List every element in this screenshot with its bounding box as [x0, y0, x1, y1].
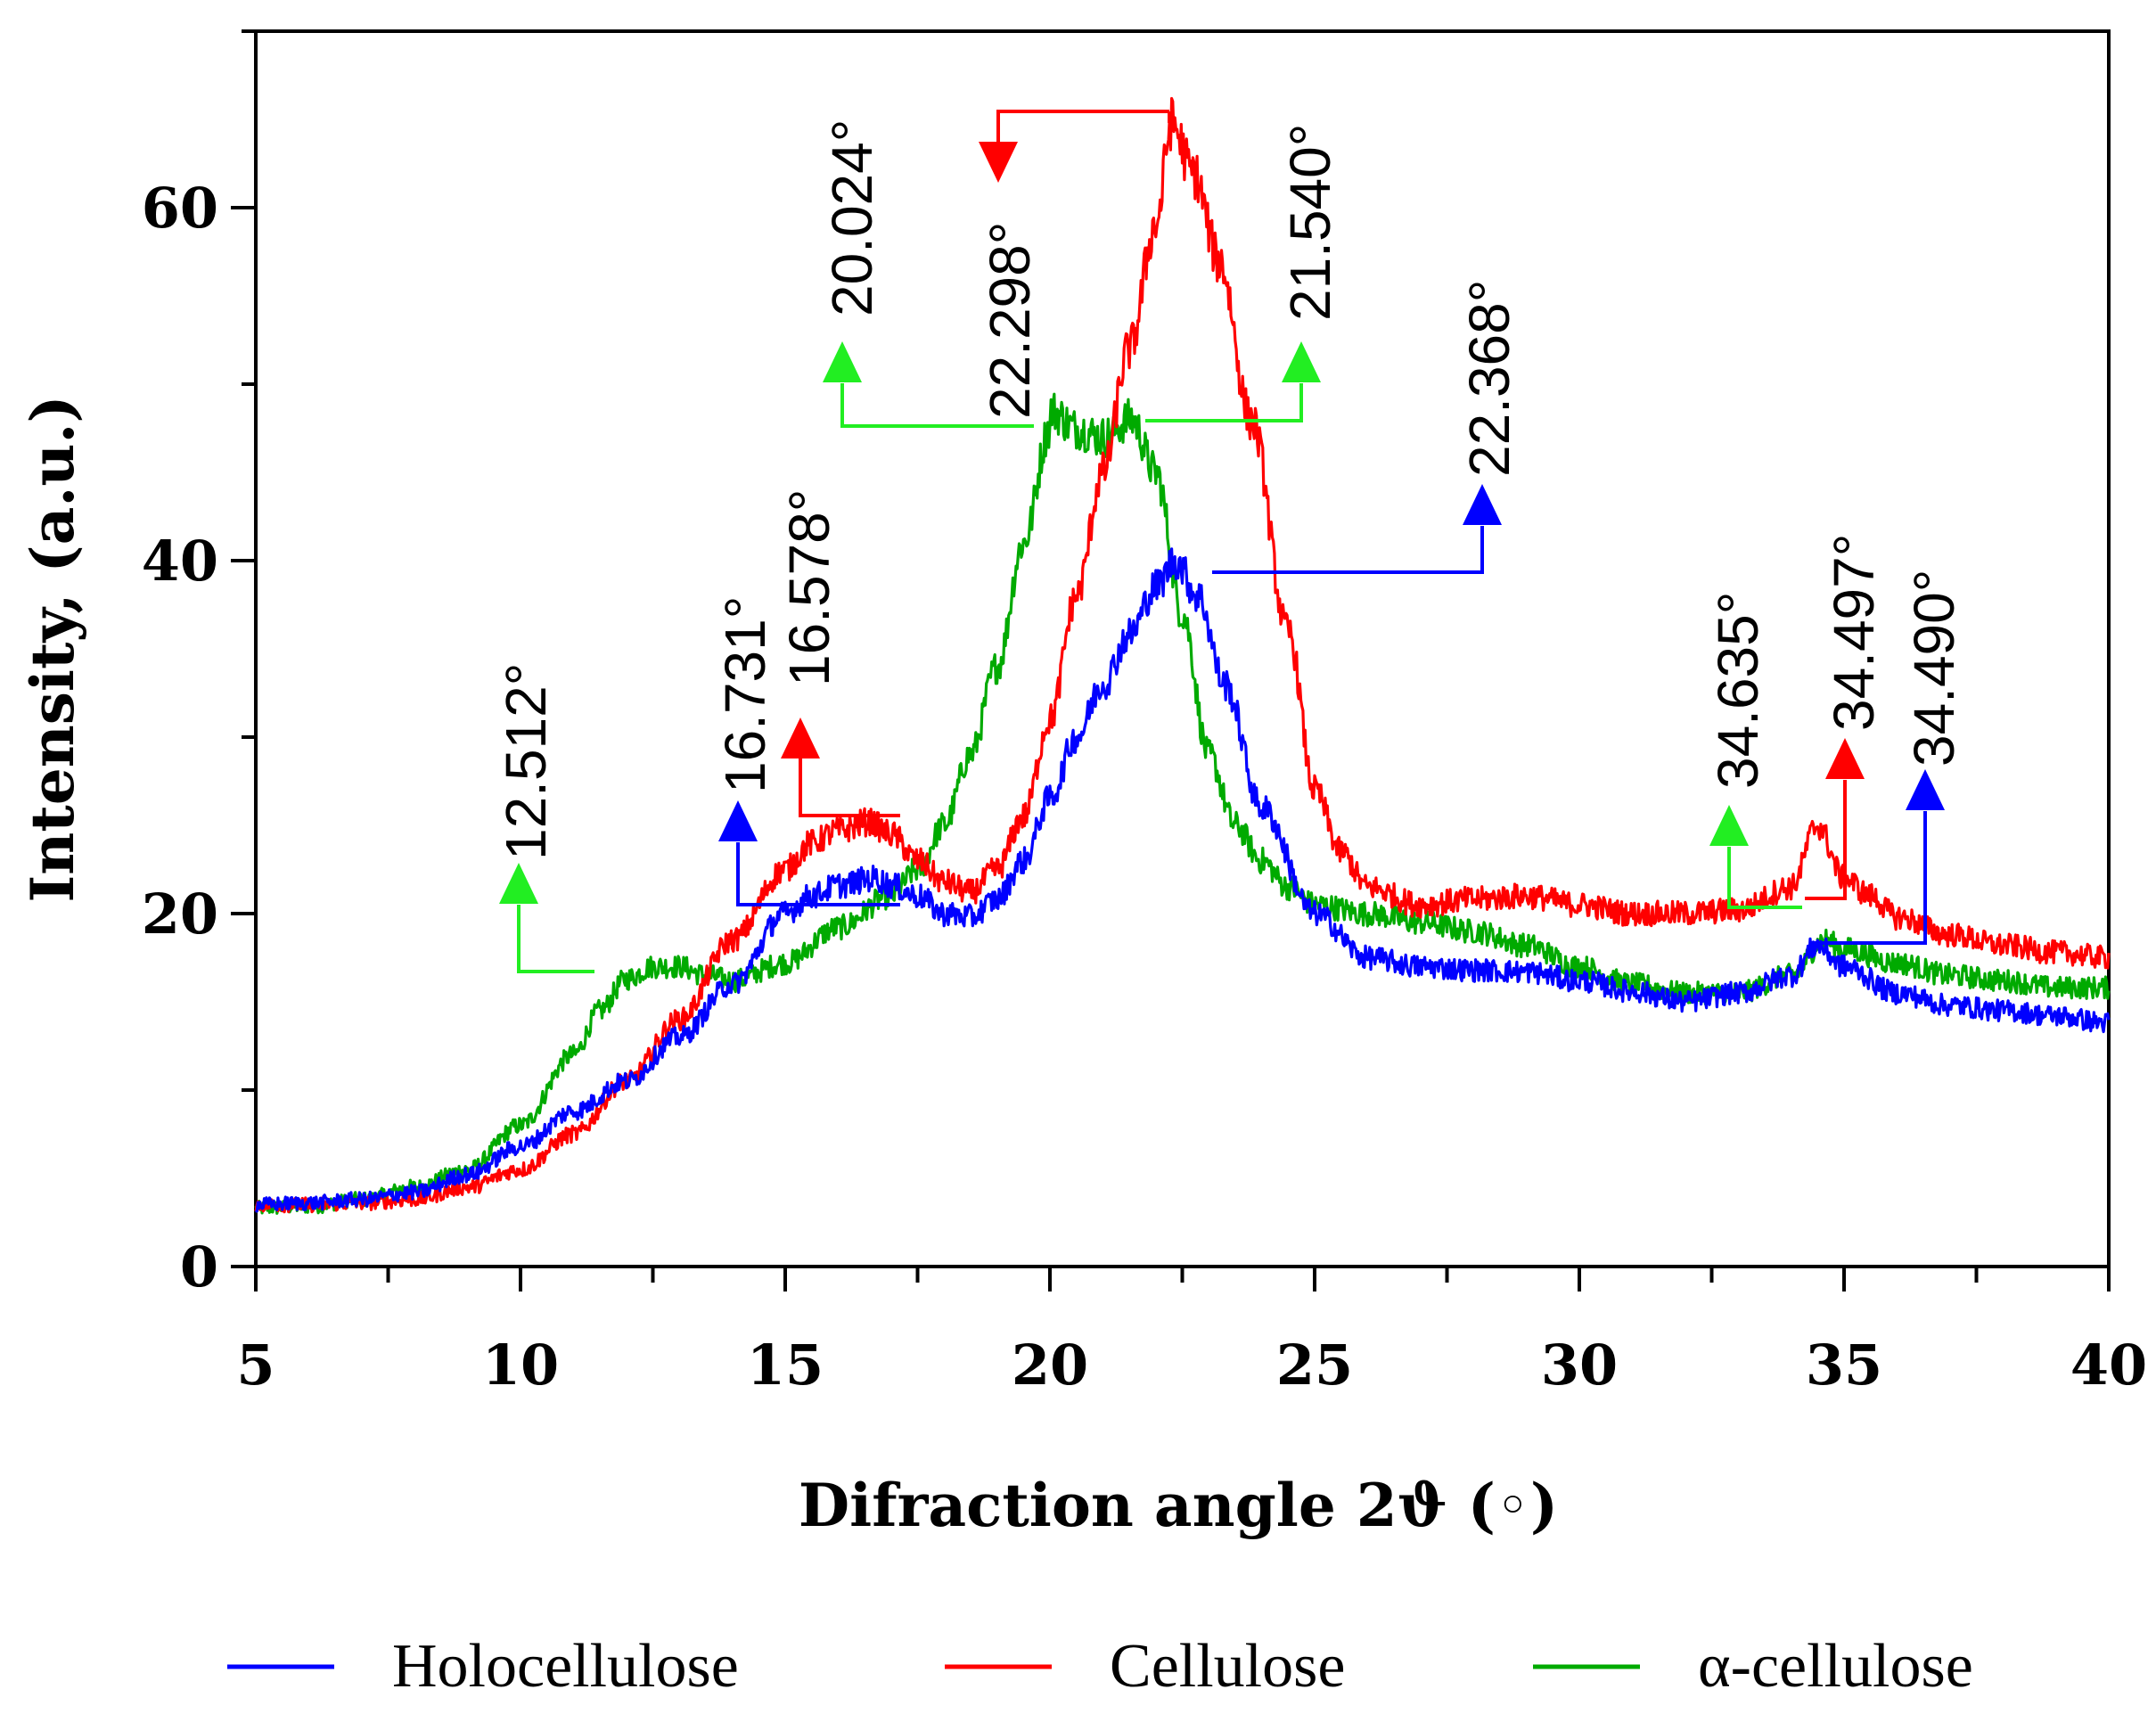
- annotation-leader: [736, 842, 900, 906]
- annotation-label: 16.578°: [777, 489, 841, 686]
- x-tick-label: 40: [2070, 1332, 2147, 1398]
- x-tick-label: 15: [747, 1332, 824, 1398]
- series-layer: [254, 96, 2111, 1215]
- x-tick-label: 30: [1541, 1332, 1618, 1398]
- legend-label-cellulose: Cellulose: [1110, 1632, 1345, 1701]
- y-tick-label: 40: [142, 529, 218, 594]
- annotation-leader: [996, 110, 1169, 143]
- annotation-leader: [1727, 847, 1802, 909]
- annotation-leader: [1145, 383, 1303, 422]
- annotation-arrowhead: [499, 863, 538, 904]
- annotation-arrowhead: [781, 718, 820, 758]
- annotation-arrowhead: [1709, 805, 1749, 846]
- annotation-label: 16.731°: [713, 596, 777, 793]
- annotation-leader: [1212, 526, 1484, 574]
- y-tick-label: 60: [142, 176, 218, 241]
- annotation-arrowhead: [1463, 484, 1502, 525]
- x-tick-label: 25: [1276, 1332, 1353, 1398]
- annotation-arrowhead: [1906, 769, 1945, 810]
- y-tick-label: 0: [180, 1234, 218, 1300]
- annotation-label: 22.368°: [1457, 280, 1521, 477]
- annotation-label: 12.512°: [494, 663, 558, 860]
- annotation-arrowhead: [718, 800, 758, 841]
- y-axis-title: Intensity, (a.u.): [18, 395, 87, 902]
- x-tick-label: 5: [236, 1332, 275, 1398]
- annotation-arrowhead: [1825, 738, 1865, 779]
- x-axis: 5 10 15 20 25 30 35 40: [236, 1267, 2147, 1398]
- y-tick-label: 20: [142, 882, 218, 947]
- annotation-label: 34.490°: [1902, 570, 1966, 767]
- annotation-leader: [840, 383, 1034, 428]
- x-axis-title: Difraction angle 2ϑ (◦): [799, 1471, 1558, 1540]
- annotation-layer: 12.512° 16.731°16.578° 20.024° 22.298° 21.54…: [494, 110, 1966, 973]
- annotation-arrowhead: [1282, 341, 1321, 382]
- series-line-holocellulose: [254, 547, 2111, 1213]
- annotation-label: 34.497°: [1822, 534, 1886, 731]
- x-tick-label: 10: [482, 1332, 559, 1398]
- x-tick-label: 35: [1806, 1332, 1882, 1398]
- x-tick-label: 20: [1012, 1332, 1088, 1398]
- annotation-leader: [517, 905, 594, 973]
- annotation-leader: [1809, 811, 1927, 945]
- y-axis: 0 20 40 60: [142, 29, 256, 1300]
- series-line-cellulose: [254, 96, 2111, 1214]
- annotation-label: 34.635°: [1706, 592, 1770, 789]
- legend-label-cellulose: α-cellulose: [1698, 1632, 1973, 1701]
- annotation-arrowhead: [979, 142, 1018, 183]
- annotation-label: 22.298°: [978, 222, 1042, 419]
- annotation-label: 20.024°: [820, 119, 884, 316]
- annotation-leader: [1805, 780, 1847, 900]
- annotation-leader: [799, 758, 900, 817]
- legend: Holocellulose Cellulose α-cellulose: [227, 1632, 1973, 1701]
- annotation-label: 21.540°: [1278, 124, 1342, 321]
- annotation-arrowhead: [823, 341, 862, 382]
- legend-label-holocellulose: Holocellulose: [392, 1632, 739, 1701]
